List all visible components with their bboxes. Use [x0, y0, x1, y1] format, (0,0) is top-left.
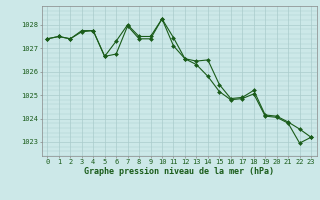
X-axis label: Graphe pression niveau de la mer (hPa): Graphe pression niveau de la mer (hPa): [84, 167, 274, 176]
